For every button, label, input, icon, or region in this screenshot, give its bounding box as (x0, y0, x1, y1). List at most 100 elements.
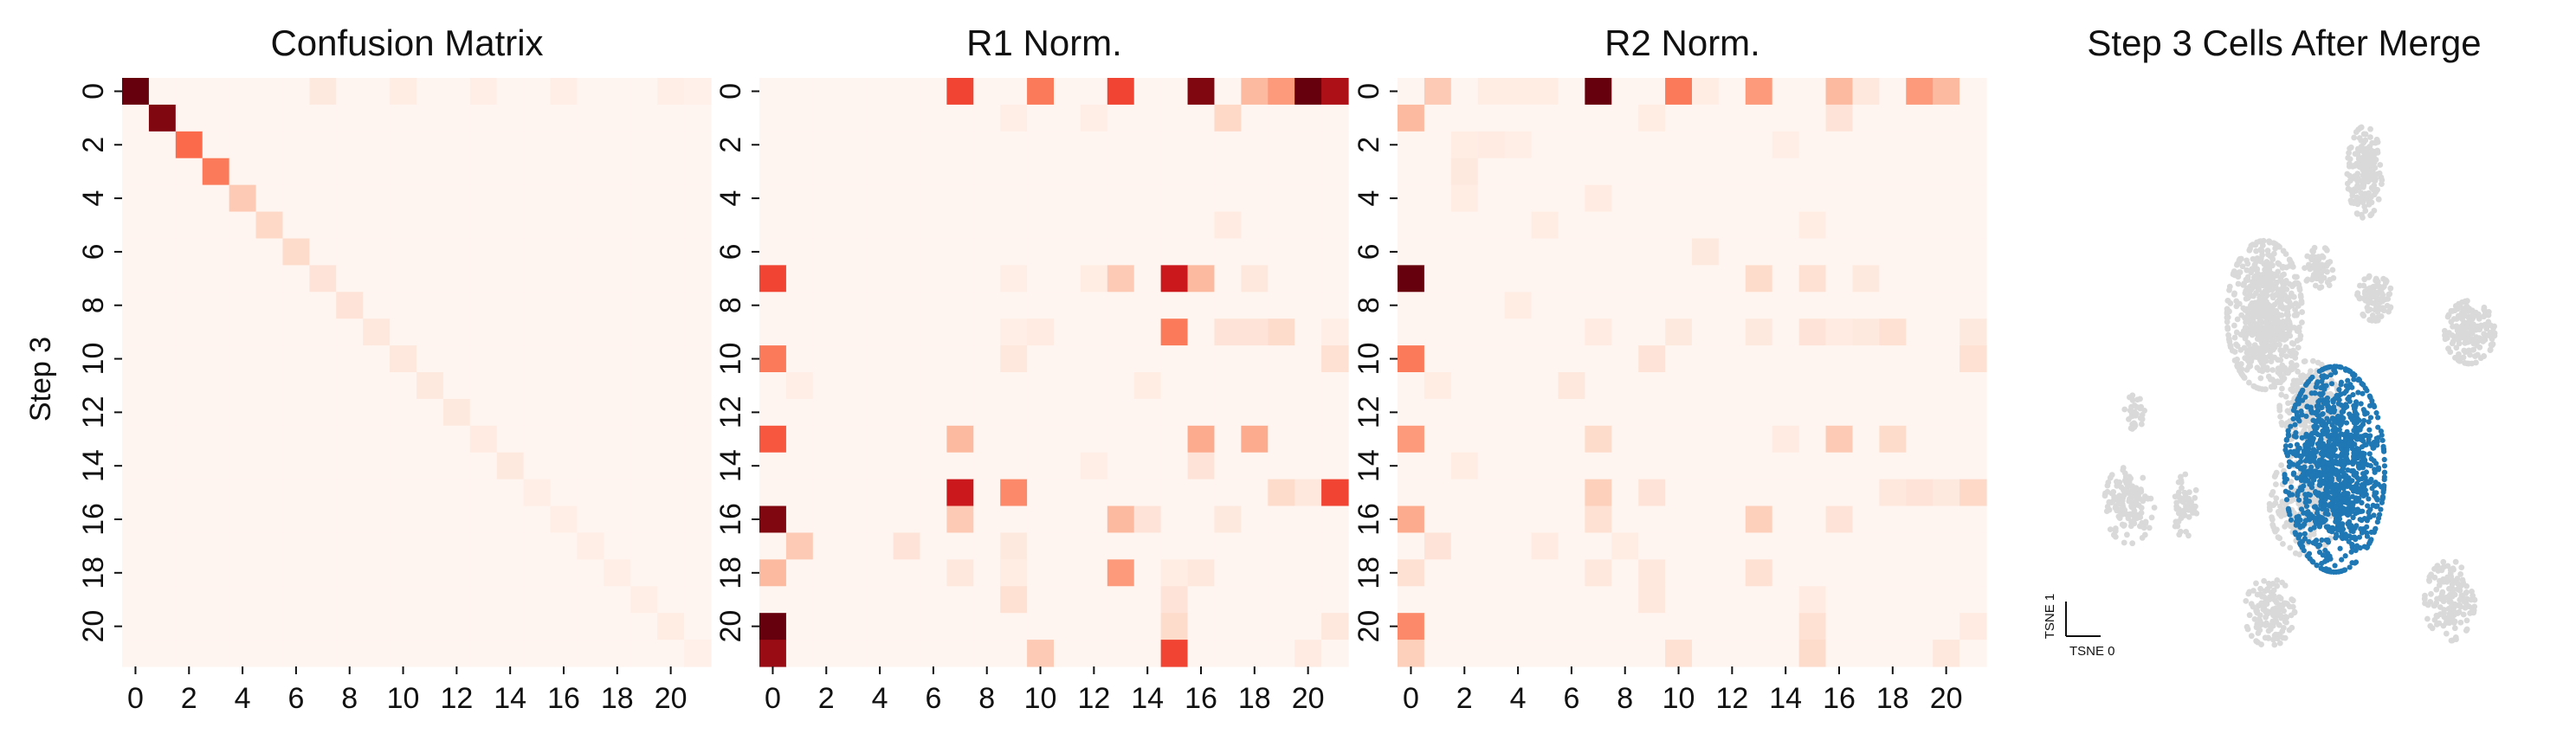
heatmap-cell (657, 505, 685, 534)
heatmap-cell (839, 319, 868, 346)
heatmap-cell (1504, 131, 1533, 159)
heatmap-cell (1959, 319, 1987, 346)
background-cell-point (2192, 494, 2198, 501)
highlighted-cell-point (2285, 433, 2292, 439)
background-cell-point (2295, 344, 2302, 351)
heatmap-cell (1504, 265, 1533, 293)
heatmap-cell (1933, 613, 1960, 640)
heatmap-cell (255, 613, 284, 640)
heatmap-cell (496, 158, 525, 186)
background-cell-point (2281, 319, 2288, 326)
heatmap-cell (866, 184, 894, 213)
heatmap-cell (1825, 158, 1854, 186)
heatmap-cell (1531, 319, 1559, 346)
heatmap-cell (442, 265, 471, 293)
heatmap-cell (175, 532, 203, 560)
heatmap-cell (496, 532, 525, 560)
heatmap-cell (839, 292, 868, 319)
heatmap-cell (1133, 613, 1162, 640)
heatmap-cell (1798, 184, 1827, 213)
heatmap-cell (657, 184, 685, 213)
heatmap-cell (255, 78, 284, 106)
heatmap-cell (1879, 479, 1907, 507)
heatmap-cell (442, 505, 471, 534)
heatmap-cell (866, 640, 894, 667)
background-cell-point (2475, 323, 2481, 330)
heatmap-cell (577, 479, 604, 507)
y-tick-label: 18 (77, 557, 110, 589)
heatmap-cell (1745, 158, 1773, 186)
background-cell-point (2272, 245, 2279, 252)
background-cell-point (2175, 479, 2182, 486)
heatmap-cell (1133, 211, 1162, 240)
background-cell-point (2263, 268, 2270, 275)
background-cell-point (2273, 280, 2279, 287)
background-cell-point (2308, 521, 2314, 528)
y-tick-label: 8 (1353, 297, 1385, 313)
heatmap-cell (523, 505, 552, 534)
heatmap-cell (1187, 586, 1216, 614)
heatmap-cell (1558, 398, 1585, 427)
background-cell-point (2224, 324, 2231, 331)
heatmap-cell (1398, 559, 1425, 587)
heatmap-cell (523, 586, 552, 614)
heatmap-cell (1000, 104, 1028, 132)
background-cell-point (2368, 293, 2374, 299)
heatmap-cell (336, 292, 364, 319)
heatmap-cell (1160, 345, 1189, 373)
heatmap-cell (785, 479, 814, 507)
heatmap-cell (1133, 292, 1162, 319)
highlighted-cell-point (2294, 412, 2300, 418)
background-cell-point (2256, 616, 2263, 622)
background-cell-point (2455, 336, 2462, 343)
background-cell-point (2469, 588, 2475, 595)
heatmap-cell (1054, 425, 1081, 454)
background-cell-point (2356, 155, 2363, 161)
heatmap-cell (812, 532, 841, 560)
heatmap-cell (1718, 613, 1746, 640)
highlighted-cell-point (2338, 382, 2344, 388)
highlighted-cell-point (2351, 420, 2357, 426)
background-cell-point (2453, 344, 2460, 351)
heatmap-cell (657, 398, 685, 427)
heatmap-cell (604, 238, 631, 266)
heatmap-cell (336, 265, 364, 293)
y-tick-label: 2 (714, 137, 747, 153)
background-cell-point (2265, 283, 2272, 290)
heatmap-cell (1504, 78, 1533, 106)
heatmap-cell (1000, 452, 1028, 480)
heatmap-cell (1000, 425, 1028, 454)
heatmap-cell (1424, 613, 1452, 640)
background-cell-point (2172, 523, 2179, 530)
background-cell-point (2246, 361, 2253, 368)
heatmap-cell (973, 78, 1001, 106)
heatmap-cell (1187, 452, 1216, 480)
heatmap-cell (1692, 398, 1720, 427)
heatmap-cell (1933, 265, 1960, 293)
highlighted-cell-point (2351, 402, 2357, 409)
background-cell-point (2294, 311, 2301, 318)
heatmap-cell (496, 586, 525, 614)
background-cell-point (2186, 489, 2192, 496)
heatmap-cell (1906, 184, 1934, 213)
y-tick-label: 16 (77, 503, 110, 536)
heatmap-cell (1852, 78, 1880, 106)
heatmap-cell (175, 345, 203, 373)
background-cell-point (2137, 415, 2144, 422)
heatmap-cell (973, 425, 1001, 454)
highlighted-cell-point (2293, 531, 2299, 537)
background-cell-point (2449, 308, 2456, 314)
background-cell-point (2263, 364, 2270, 371)
background-cell-point (2248, 242, 2255, 249)
heatmap-cell (550, 640, 578, 667)
heatmap-cell (973, 238, 1001, 266)
background-cell-point (2305, 261, 2312, 268)
heatmap-cell (1000, 211, 1028, 240)
highlighted-cell-point (2335, 473, 2342, 479)
heatmap-cell (1398, 640, 1425, 667)
heatmap-cell (1294, 78, 1322, 106)
highlighted-cell-point (2311, 423, 2317, 429)
heatmap-cell (229, 184, 257, 213)
background-cell-point (2255, 630, 2262, 636)
heatmap-cell (1187, 345, 1216, 373)
